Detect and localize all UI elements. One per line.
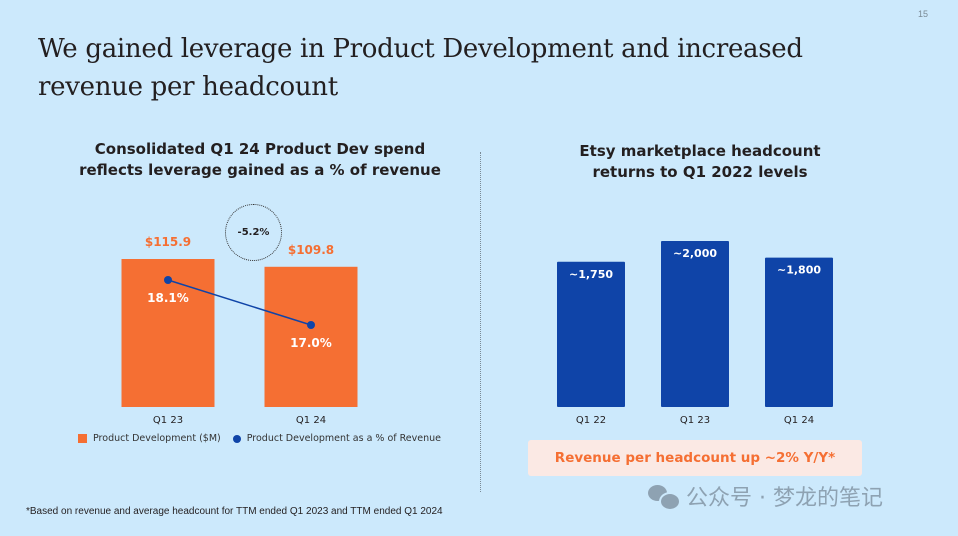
revenue-per-headcount-badge: Revenue per headcount up ~2% Y/Y* [528,440,862,476]
bar-headcount-2 [765,257,833,407]
percent-label: 18.1% [147,291,189,305]
x-tick-label: Q1 24 [784,415,814,426]
bar-value-label: ~1,750 [569,268,613,281]
percent-point-1 [307,321,315,329]
x-tick-label: Q1 22 [576,415,606,426]
bar-product-dev-1 [264,266,358,407]
wechat-icon [648,483,681,511]
bar-value-label: ~1,800 [777,264,821,277]
x-tick-label: Q1 23 [680,415,710,426]
bar-value-label: $109.8 [288,243,334,257]
percent-line [167,279,312,326]
right-panel-title: Etsy marketplace headcount returns to Q1… [520,141,880,183]
bar-headcount-1 [661,241,729,407]
right-title-line1: Etsy marketplace headcount [579,142,821,160]
bar-value-label: $115.9 [145,235,191,249]
right-title-line2: returns to Q1 2022 levels [592,163,808,181]
watermark-text: 公众号 · 梦龙的笔记 [686,486,883,511]
legend-swatch-line [232,434,241,443]
watermark: 公众号 · 梦龙的笔记 [648,480,883,512]
percent-point-0 [164,276,172,284]
percent-label: 17.0% [290,336,332,350]
panel-divider [480,152,481,492]
left-legend: Product Development ($M) Product Develop… [78,433,441,444]
left-panel-title: Consolidated Q1 24 Product Dev spend ref… [60,139,460,181]
change-callout: -5.2% [225,204,282,261]
legend-swatch-bar [78,434,87,443]
bar-headcount-0 [557,261,625,407]
left-title-line1: Consolidated Q1 24 Product Dev spend [94,140,426,158]
x-tick-label: Q1 24 [296,415,326,426]
legend-label-bar: Product Development ($M) [93,433,221,444]
slide-title: We gained leverage in Product Developmen… [38,34,803,102]
left-title-line2: reflects leverage gained as a % of reven… [79,161,441,179]
footnote: *Based on revenue and average headcount … [26,506,443,517]
legend-label-line: Product Development as a % of Revenue [246,433,442,444]
x-tick-label: Q1 23 [153,415,183,426]
bar-value-label: ~2,000 [673,247,717,260]
page-number: 15 [917,9,928,19]
